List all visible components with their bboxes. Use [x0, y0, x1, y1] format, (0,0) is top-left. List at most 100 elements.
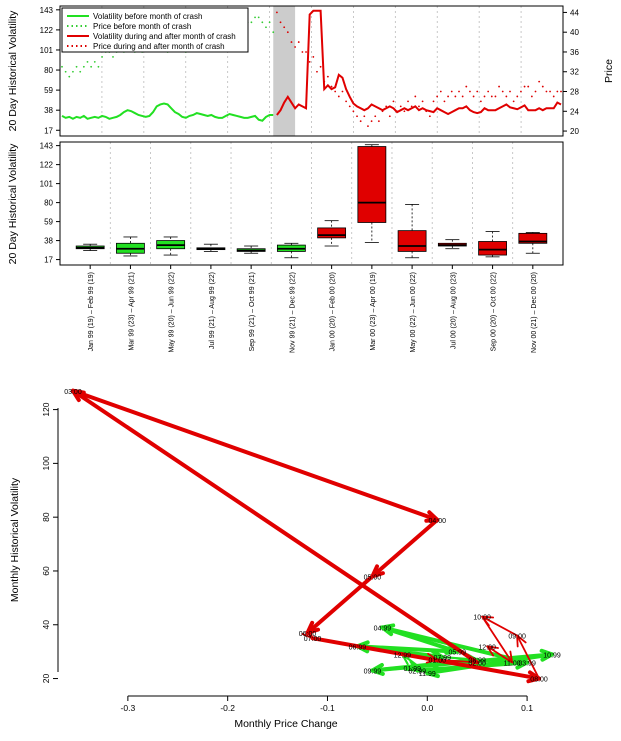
price-after-point [428, 115, 431, 118]
box-body [518, 232, 548, 244]
price-before-point [101, 56, 103, 58]
scatter-x-tick-label: 0.1 [521, 703, 533, 713]
box-category-label: Sep 99 (21) – Oct 99 (21) [249, 272, 256, 351]
price-before-point [257, 16, 260, 19]
price-after-point [301, 51, 304, 53]
scatter-point-label: 05:99 [448, 650, 466, 657]
price-after-point [403, 110, 406, 113]
box-category-label: Mar 00 (23) – Apr 00 (19) [370, 272, 377, 351]
scatter-y-tick-label: 20 [41, 674, 51, 684]
top-right-tick-label: 20 [570, 127, 579, 136]
price-after-point [388, 115, 391, 118]
price-after-point [494, 95, 497, 98]
price-after-point [308, 60, 311, 63]
scatter-point-label: 09:99 [364, 668, 382, 675]
arrow-head [486, 645, 499, 657]
box-left-tick-label: 17 [44, 256, 53, 265]
box-panel: 17 38 59 80 101 122 143 Jan 99 (19) – Feb 99 (… [7, 141, 564, 353]
price-after-point [279, 21, 282, 24]
box-vgrid [109, 142, 514, 265]
legend-box [61, 7, 249, 53]
price-after-point [432, 100, 435, 103]
box-12 [518, 232, 548, 254]
price-before-point [90, 65, 93, 68]
box-2 [116, 236, 145, 257]
price-after-point [509, 90, 511, 93]
scatter-point-label: 09:00 [508, 634, 526, 641]
box-left-tick-label: 38 [44, 237, 53, 246]
top-right-tick-label: 32 [570, 68, 579, 77]
box-marks [75, 144, 548, 259]
top-panel: 17 38 59 80 101 122 143 20 24 28 32 36 40 44 20 Day … [7, 5, 615, 137]
scatter-x-tick-label: -0.2 [220, 703, 235, 713]
price-after-point [505, 95, 508, 98]
price-after-point [549, 90, 551, 93]
scatter-y-tick-label: 80 [41, 512, 51, 522]
box-category-label: Jan 99 (19) – Feb 99 (19) [88, 272, 95, 351]
price-after-point [447, 95, 449, 98]
scatter-y-tick-label: 60 [41, 566, 51, 576]
price-before-point [75, 65, 78, 68]
scatter-point-label: 01:00 [429, 658, 447, 665]
top-plot-frame [59, 5, 564, 137]
top-right-axis: 20 24 28 32 36 40 44 [563, 8, 579, 136]
price-after-point [356, 115, 358, 118]
arrow-shaft [486, 645, 514, 664]
arrow-shaft [70, 388, 480, 665]
price-after-point [516, 95, 519, 98]
price-after-point [312, 56, 315, 58]
red-arrow [486, 645, 514, 664]
top-left-tick-label: 122 [40, 26, 54, 35]
top-left-axis: 17 38 59 80 101 122 143 [40, 6, 60, 135]
red-arrow [70, 388, 480, 665]
box-category-label: Jul 00 (20) – Aug 00 (23) [450, 272, 457, 349]
price-after-point [341, 90, 344, 93]
arrow-shaft [305, 574, 375, 635]
scatter-point-label: 04:00 [429, 518, 447, 525]
price-after-point [319, 65, 322, 68]
box-body [397, 230, 427, 252]
box-body [357, 146, 387, 223]
price-after-point [377, 120, 380, 123]
price-after-point [297, 41, 300, 43]
scatter-ylabel: Monthly Historical Volatility [9, 477, 21, 602]
price-after-point [286, 31, 289, 34]
price-before-point [82, 65, 85, 68]
scatter-point-label: 01:99 [404, 666, 422, 673]
arrow-shaft [380, 625, 460, 654]
box-9 [397, 204, 427, 259]
box-category-label: Sep 00 (20) – Oct 00 (22) [491, 272, 498, 351]
price-after-point [472, 95, 475, 98]
price-before-point [250, 21, 253, 24]
price-after-point [359, 120, 362, 123]
box-category-label: May 99 (20) – Jun 99 (22) [169, 272, 176, 353]
scatter-x-tick-label: -0.1 [320, 703, 335, 713]
price-before-point [272, 31, 275, 34]
box-8 [357, 144, 387, 243]
scatter-point-label: 03:00 [64, 389, 82, 396]
price-after-point [560, 90, 562, 93]
price-after-point [407, 100, 409, 103]
top-left-tick-label: 80 [44, 66, 53, 75]
scatter-point-label: 06:00 [299, 631, 317, 638]
price-after-point [545, 90, 548, 93]
price-after-point [498, 85, 500, 88]
price-after-point [421, 100, 424, 103]
price-before-point [86, 60, 89, 63]
scatter-y-tick-label: 100 [41, 456, 51, 470]
top-shaded-period [273, 6, 296, 136]
scatter-y-tick-label: 40 [41, 620, 51, 630]
top-right-tick-label: 36 [570, 48, 579, 57]
price-after-point [436, 95, 439, 98]
price-after-point [512, 100, 515, 103]
price-after-point [367, 125, 369, 128]
box-10 [437, 239, 467, 250]
price-after-point [450, 90, 453, 93]
scatter-point-label: 05:00 [364, 574, 382, 581]
box-1 [75, 243, 105, 251]
price-after-point [534, 90, 537, 93]
price-before-point [265, 26, 267, 29]
box-3 [156, 236, 186, 256]
scatter-point-label: 10:99 [543, 652, 561, 659]
price-after-point [479, 100, 482, 103]
